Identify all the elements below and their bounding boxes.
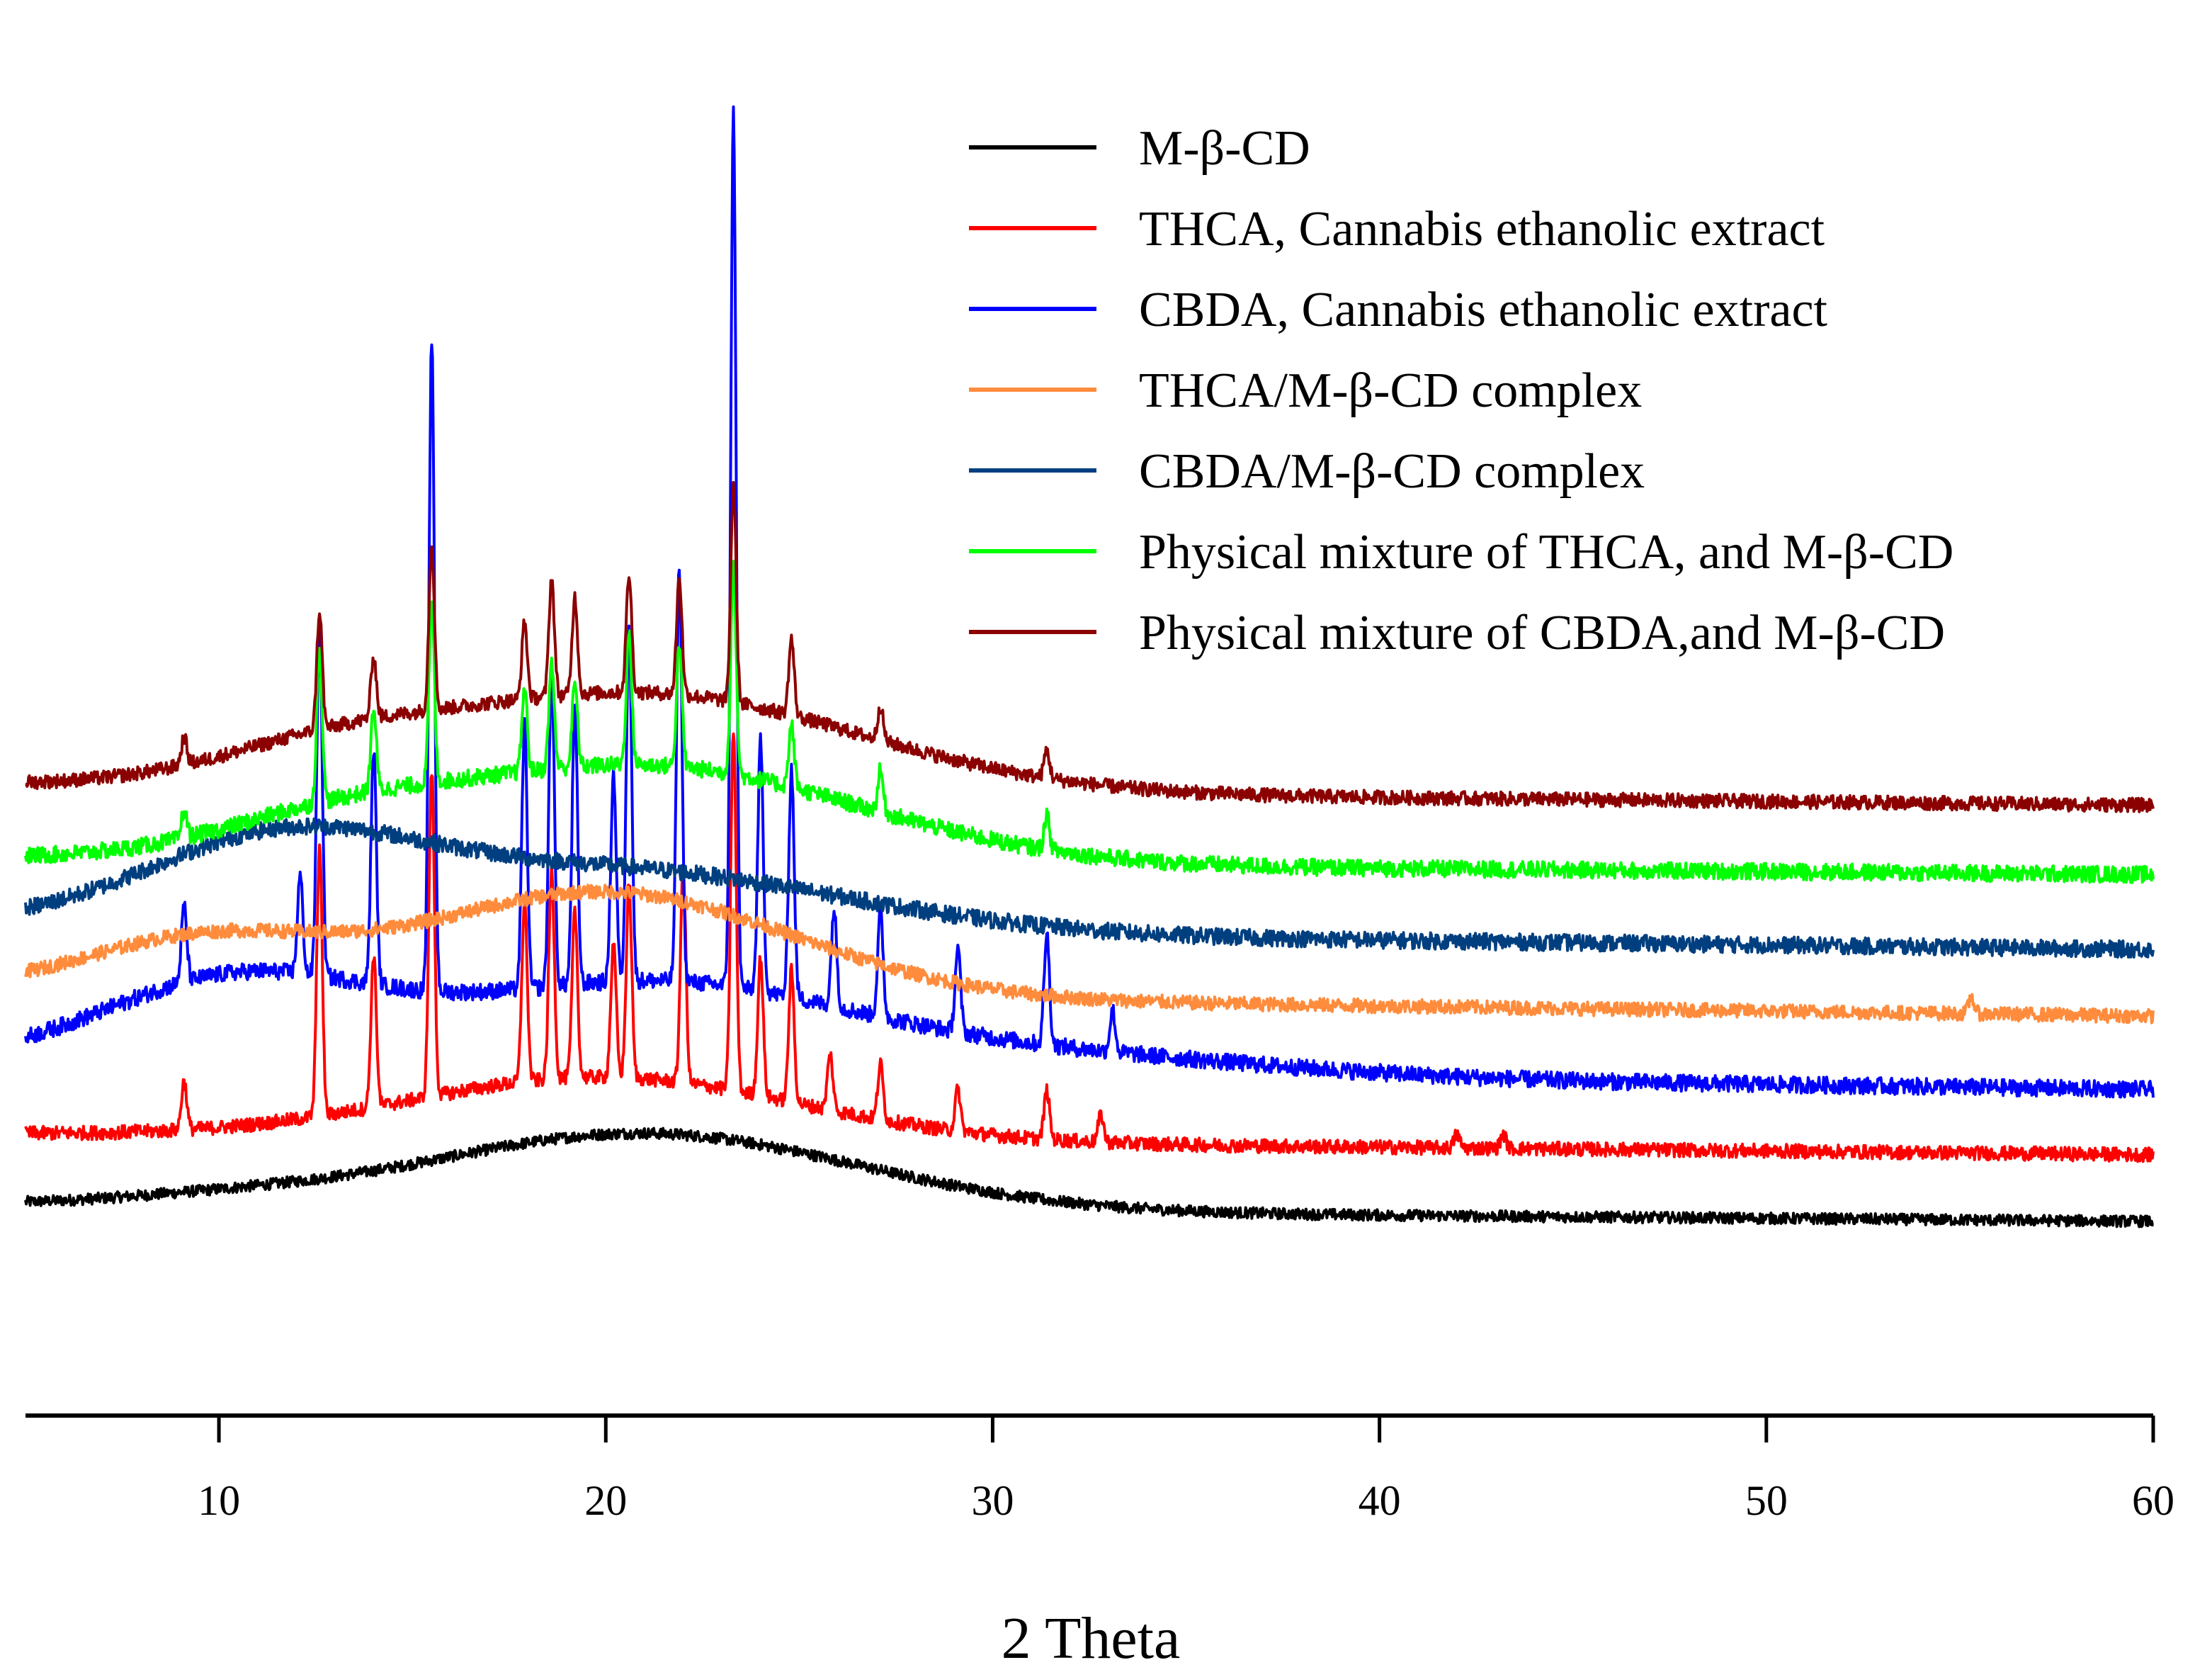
series-line-5 [24,560,2155,884]
series-line-6 [25,480,2155,813]
series-layer [24,105,2155,1229]
legend-label-6: Physical mixture of CBDA,and M-β-CD [1139,606,1945,660]
series-line-1 [24,732,2155,1163]
legend: M-β-CD THCA, Cannabis ethanolic extract CB… [969,121,1953,660]
x-tick-label: 40 [1359,1477,1401,1524]
legend-label-2: CBDA, Cannabis ethanolic extract [1139,283,1828,337]
series-line-3 [24,883,2155,1024]
series-line-2 [24,105,2155,1099]
x-axis-title: 2 Theta [1002,1605,1181,1671]
legend-label-5: Physical mixture of THCA, and M-β-CD [1139,525,1953,580]
legend-label-3: THCA/M-β-CD complex [1139,363,1642,418]
series-line-4 [24,817,2155,959]
x-tick-label: 60 [2132,1477,2174,1524]
legend-label-1: THCA, Cannabis ethanolic extract [1139,202,1825,256]
x-tick-label: 10 [198,1477,240,1524]
x-axis: 10 20 30 40 50 60 [25,1413,2174,1524]
x-tick-label: 30 [971,1477,1014,1524]
x-tick-label: 50 [1745,1477,1788,1524]
x-tick-label: 20 [584,1477,627,1524]
legend-label-4: CBDA/M-β-CD complex [1139,444,1645,499]
legend-label-0: M-β-CD [1139,121,1310,176]
series-line-0 [24,1127,2154,1229]
